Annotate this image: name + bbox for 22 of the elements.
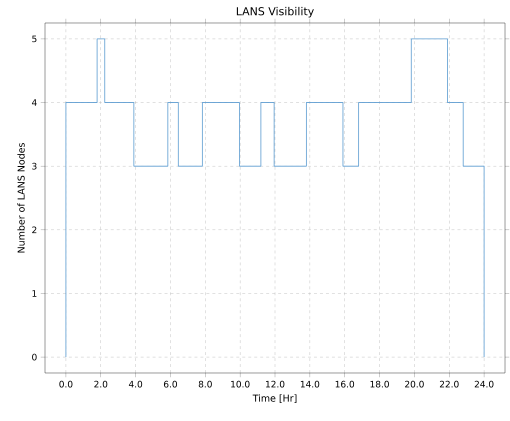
x-tick-label: 10.0 [231, 380, 250, 388]
x-tick-label: 14.0 [300, 380, 320, 388]
x-axis-title: Time [Hr] [252, 394, 296, 403]
y-axis-title: Number of LANS Nodes [17, 143, 25, 252]
x-tick-label: 4.0 [128, 380, 142, 388]
x-tick-label: 6.0 [164, 380, 177, 388]
chart-title: LANS Visibility [236, 6, 314, 18]
y-tick-label: 1 [32, 290, 36, 297]
x-tick-label: 16.0 [336, 380, 354, 388]
y-tick-label: 3 [32, 162, 37, 170]
y-tick-label: 0 [32, 354, 37, 360]
x-tick-label: 18.0 [370, 380, 389, 388]
x-tick-label: 24.0 [474, 380, 494, 388]
x-tick-label: 22.0 [440, 380, 459, 388]
x-tick-label: 2.0 [94, 380, 108, 388]
y-tick-label: 4 [32, 99, 37, 106]
x-tick-label: 20.0 [405, 380, 424, 388]
x-tick-label: 8.0 [198, 380, 212, 388]
y-tick-label: 5 [32, 36, 36, 42]
x-tick-label: 0.0 [59, 380, 72, 388]
y-tick-label: 2 [32, 226, 36, 234]
x-tick-label: 12.0 [266, 380, 284, 388]
